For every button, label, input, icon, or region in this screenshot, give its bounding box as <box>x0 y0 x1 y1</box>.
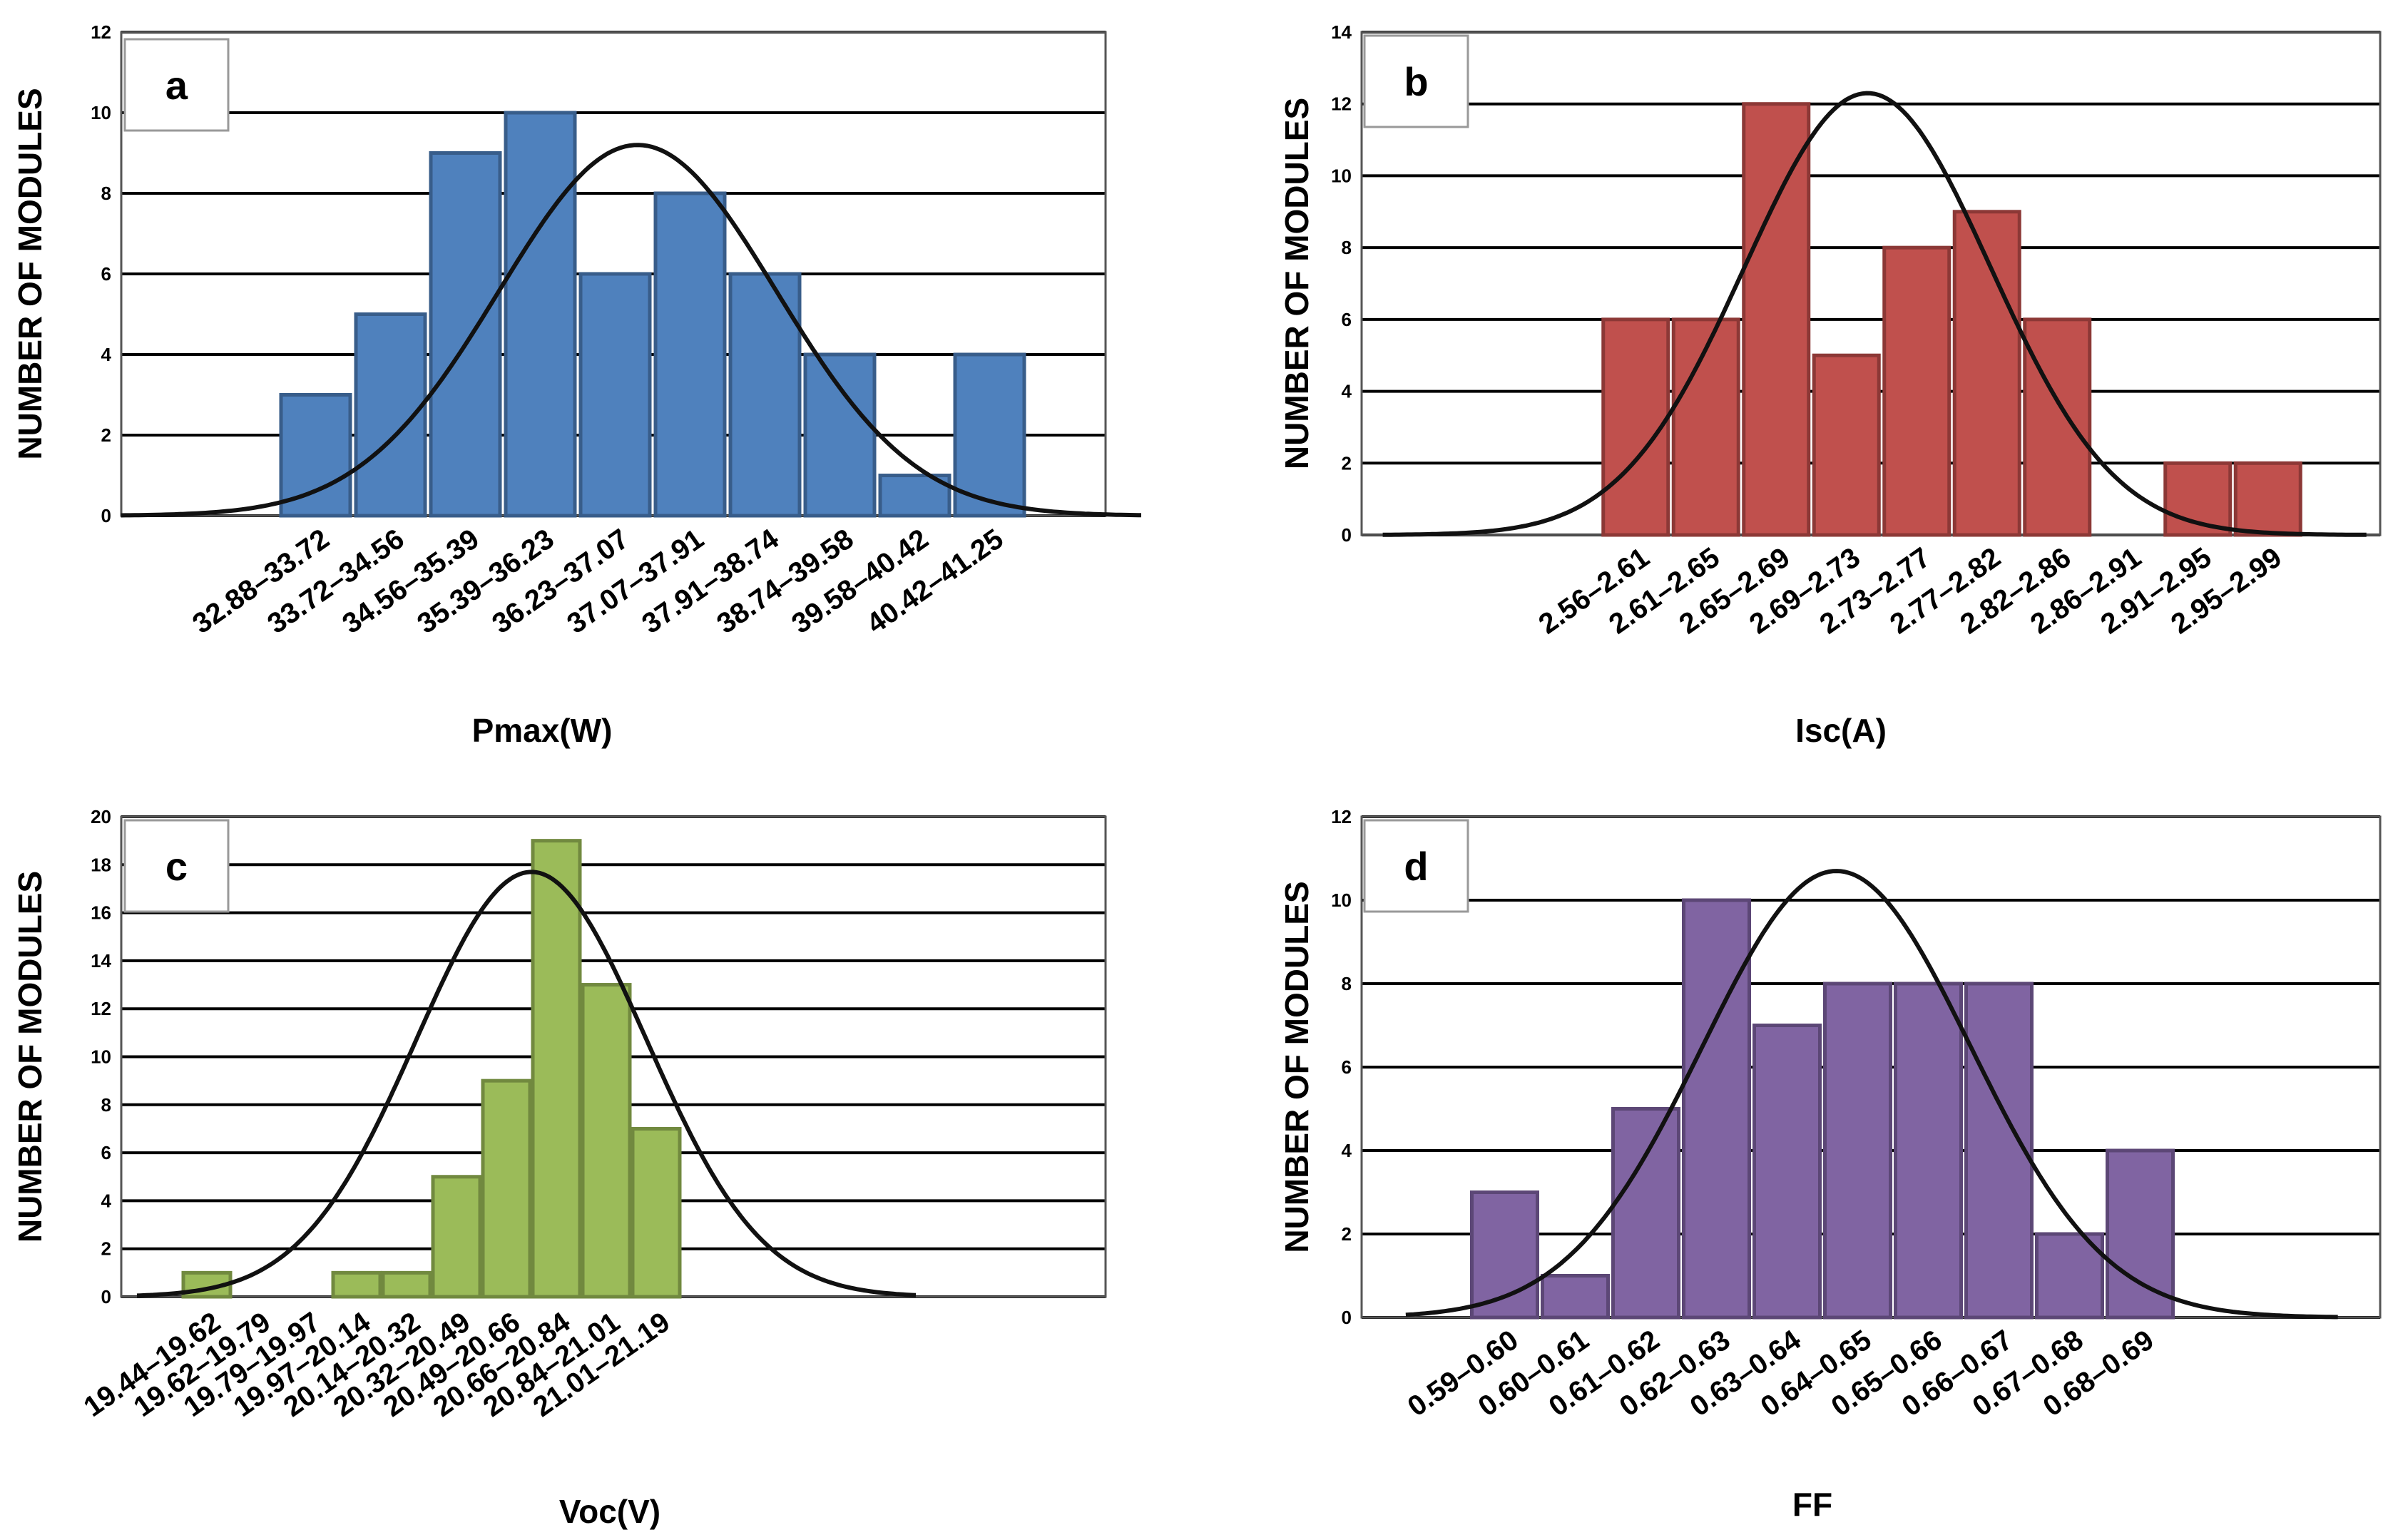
normal-curve-c <box>136 870 917 1298</box>
bar-c-9 <box>631 1126 682 1299</box>
y-tick-label: 4 <box>101 1190 112 1211</box>
y-tick-label: 14 <box>91 950 111 972</box>
y-tick-label: 12 <box>91 998 111 1019</box>
y-tick-label: 2 <box>1342 1223 1352 1245</box>
y-tick-label: 10 <box>91 1046 111 1068</box>
y-tick-label: 8 <box>1342 237 1352 258</box>
bar-a-5 <box>653 191 727 518</box>
chart-panel-b: 0 2 4 6 8 10 12 14 b 2.56–2.61 2.61–2.65 2.65–2.69 2… <box>1199 0 2398 756</box>
y-tick-label: 2 <box>101 424 111 446</box>
bar-a-9 <box>953 352 1026 518</box>
chart-c-svg: 02468101214161820c19.44–19.6219.62–19.79… <box>11 806 1107 1530</box>
chart-panel-c: 0 2 4 6 8 10 12 14 16 18 20 c 19.44–19.62 19.62–19.79… <box>0 785 1141 1540</box>
y-tick-label: 6 <box>101 1142 111 1163</box>
chart-a-svg: 024681012a32.88–33.7233.72–34.5634.56–35… <box>11 21 1141 749</box>
bar-d-7 <box>1964 981 2034 1320</box>
panel-label-box <box>1363 34 1469 128</box>
y-tick-label: 8 <box>101 183 111 204</box>
bar-c-7 <box>531 839 582 1299</box>
bar-a-7 <box>803 352 877 518</box>
y-axis-title: NUMBER OF MODULES <box>11 88 49 459</box>
bar-c-5 <box>431 1175 482 1299</box>
bar-b-5 <box>1952 210 2021 537</box>
normal-curve-d <box>1405 869 2338 1320</box>
y-tick-label: 10 <box>91 102 111 123</box>
y-tick-label: 16 <box>91 902 111 924</box>
x-axis-title: Voc(V) <box>559 1493 660 1530</box>
y-tick-label: 12 <box>91 21 111 43</box>
bar-b-0 <box>1601 317 1670 537</box>
bar-d-1 <box>1541 1274 1610 1320</box>
bar-b-1 <box>1671 317 1740 537</box>
bar-a-4 <box>578 272 652 518</box>
bar-b-2 <box>1742 102 1811 537</box>
y-axis-title: NUMBER OF MODULES <box>11 871 49 1243</box>
panel-letter: c <box>165 844 188 889</box>
bar-a-0 <box>279 393 352 518</box>
bar-b-9 <box>2233 461 2302 537</box>
y-tick-label: 14 <box>1331 21 1352 43</box>
bar-d-3 <box>1682 898 1751 1320</box>
y-tick-label: 12 <box>1331 806 1352 827</box>
bar-b-4 <box>1882 245 1951 537</box>
y-tick-label: 0 <box>101 1286 111 1307</box>
chart-b-svg: 02468101214b2.56–2.612.61–2.652.65–2.692… <box>1278 21 2382 749</box>
y-tick-label: 4 <box>1342 1140 1352 1161</box>
bar-d-9 <box>2106 1148 2175 1320</box>
y-tick-label: 10 <box>1331 165 1352 186</box>
y-tick-label: 0 <box>1342 524 1352 546</box>
chart-panel-d: 0 2 4 6 8 10 12 d 0.59–0.60 0.60–0.61 0.61–0.62 0.6… <box>1199 785 2398 1540</box>
y-tick-label: 6 <box>1342 309 1352 330</box>
y-tick-label: 4 <box>101 344 112 365</box>
x-axis-title: FF <box>1792 1486 1832 1523</box>
bar-d-4 <box>1752 1024 1822 1320</box>
y-tick-label: 8 <box>101 1094 111 1116</box>
y-tick-label: 20 <box>91 806 111 827</box>
y-tick-label: 2 <box>101 1238 111 1260</box>
panel-letter: d <box>1404 844 1428 889</box>
y-tick-label: 12 <box>1331 93 1352 115</box>
bar-a-6 <box>728 272 802 518</box>
y-tick-label: 18 <box>91 854 111 875</box>
bar-c-6 <box>481 1078 532 1299</box>
bar-c-3 <box>331 1270 382 1299</box>
bar-a-2 <box>429 151 502 518</box>
bar-c-4 <box>381 1270 432 1299</box>
bar-a-3 <box>504 111 577 518</box>
y-tick-label: 6 <box>101 263 111 285</box>
panel-letter: a <box>165 63 188 108</box>
y-tick-label: 6 <box>1342 1056 1352 1078</box>
y-tick-label: 0 <box>1342 1307 1352 1328</box>
bar-d-8 <box>2035 1232 2104 1320</box>
y-tick-label: 2 <box>1342 452 1352 474</box>
bar-d-5 <box>1823 981 1892 1320</box>
normal-curve-a <box>121 143 1141 518</box>
bar-b-6 <box>2023 317 2092 537</box>
bar-d-2 <box>1611 1107 1680 1320</box>
y-tick-label: 8 <box>1342 973 1352 994</box>
x-axis-title: Isc(A) <box>1795 712 1887 749</box>
bar-c-8 <box>581 983 632 1299</box>
y-tick-label: 4 <box>1342 381 1352 402</box>
panel-letter: b <box>1404 59 1428 104</box>
chart-panel-a: 0 2 4 6 8 10 12 a 32.88–33.72 33.72–34.56 34.56–35… <box>0 0 1141 756</box>
bar-d-6 <box>1894 981 1963 1320</box>
panel-label-box <box>123 38 230 132</box>
bar-b-3 <box>1812 353 1881 537</box>
y-tick-label: 0 <box>101 505 111 526</box>
y-axis-title: NUMBER OF MODULES <box>1278 881 1315 1253</box>
panel-label-box <box>123 819 230 913</box>
x-axis-title: Pmax(W) <box>472 712 613 749</box>
y-tick-label: 10 <box>1331 889 1352 911</box>
panel-label-box <box>1363 819 1469 913</box>
chart-d-svg: 024681012d0.59–0.600.60–0.610.61–0.620.6… <box>1278 806 2382 1523</box>
y-axis-title: NUMBER OF MODULES <box>1278 98 1315 469</box>
normal-curve-b <box>1382 91 2367 537</box>
